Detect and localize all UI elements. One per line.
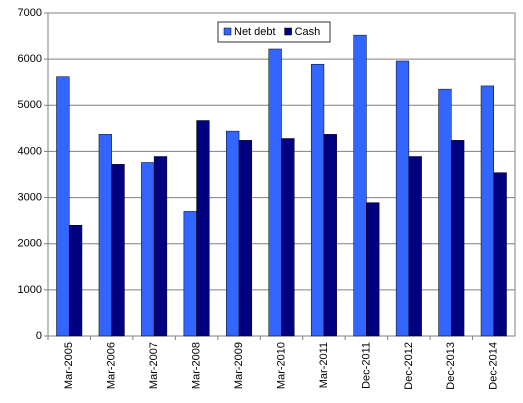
bar — [493, 172, 507, 337]
y-tick-label: 0 — [36, 330, 42, 342]
bar — [395, 60, 410, 337]
y-tick-label: 2000 — [18, 238, 42, 250]
x-tick-label: Mar-2009 — [233, 342, 245, 389]
bar — [451, 140, 465, 337]
x-tick-label: Dec-2012 — [403, 342, 415, 390]
bar — [268, 48, 282, 337]
bar — [111, 164, 125, 337]
x-tick-label: Mar-2010 — [275, 342, 287, 389]
bar — [141, 162, 155, 337]
x-tick-label: Mar-2005 — [63, 342, 75, 389]
legend-box — [217, 21, 331, 43]
bar — [480, 85, 495, 337]
bar — [56, 76, 70, 337]
y-tick-label: 1000 — [18, 284, 42, 296]
bar — [98, 134, 112, 337]
bar — [281, 138, 295, 337]
legend-label: Cash — [295, 26, 321, 38]
legend-label: Net debt — [234, 26, 276, 38]
bar — [310, 63, 325, 337]
bar — [183, 211, 197, 337]
legend-swatch — [223, 27, 232, 36]
bar — [153, 156, 168, 337]
bar — [366, 202, 380, 337]
x-tick-label: Mar-2011 — [318, 342, 330, 388]
bar — [408, 156, 422, 337]
bar — [353, 34, 367, 337]
y-tick-label: 6000 — [18, 53, 42, 65]
bar — [68, 225, 83, 337]
bar — [438, 88, 452, 337]
y-tick-label: 4000 — [18, 145, 42, 157]
x-tick-label: Mar-2006 — [106, 342, 118, 389]
x-tick-label: Dec-2014 — [488, 342, 500, 390]
bar — [323, 134, 337, 337]
x-tick-label: Mar-2008 — [190, 342, 202, 389]
x-tick-label: Mar-2007 — [148, 342, 160, 389]
x-tick-label: Dec-2013 — [445, 342, 457, 390]
bar — [196, 120, 210, 337]
legend-swatch — [284, 27, 292, 36]
y-tick-label: 3000 — [18, 191, 42, 203]
y-tick-label: 5000 — [18, 99, 42, 111]
bar — [238, 140, 253, 337]
x-tick-label: Dec-2011 — [360, 342, 372, 389]
bar — [226, 130, 240, 337]
y-tick-label: 7000 — [18, 7, 42, 19]
